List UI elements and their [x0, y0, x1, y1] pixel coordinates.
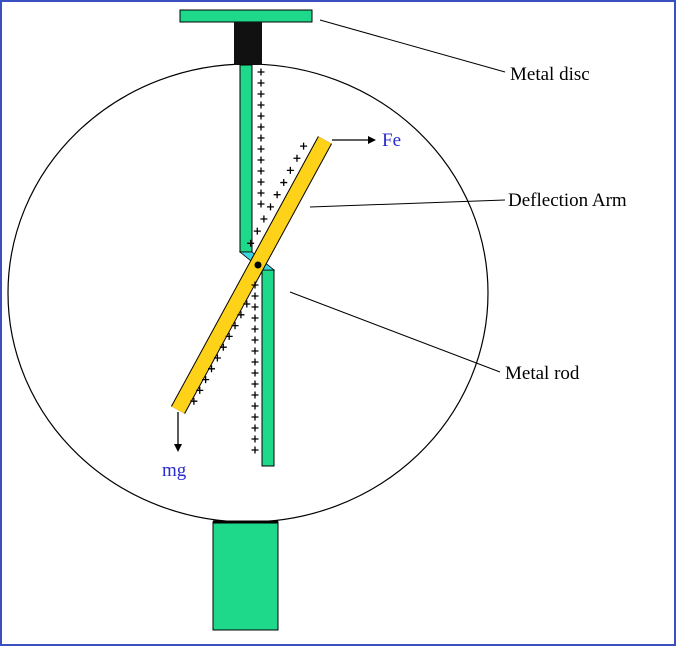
- metal-disc: [179, 9, 313, 23]
- force-label: mg: [162, 460, 187, 481]
- pivot: [254, 261, 262, 269]
- label: Deflection Arm: [508, 190, 627, 211]
- charge: [257, 134, 265, 142]
- charge: [251, 303, 259, 311]
- charge: [257, 200, 265, 208]
- charge: [257, 167, 265, 175]
- mg-arrowhead: [174, 444, 182, 452]
- leader-line: [309, 199, 506, 208]
- charge: [251, 358, 259, 366]
- charge: [213, 354, 221, 362]
- charge: [231, 322, 239, 330]
- charge: [293, 154, 301, 162]
- charge: [251, 369, 259, 377]
- upper-rod: [239, 64, 253, 253]
- charge: [251, 292, 259, 300]
- charge: [257, 189, 265, 197]
- charge: [267, 203, 275, 211]
- charge: [253, 227, 261, 235]
- charge: [219, 343, 227, 351]
- charge: [251, 391, 259, 399]
- charges: [190, 68, 308, 454]
- charge: [225, 332, 233, 340]
- charge: [300, 142, 308, 150]
- charge: [257, 145, 265, 153]
- deflection-arm: [171, 136, 332, 414]
- charge: [237, 311, 245, 319]
- charge: [251, 336, 259, 344]
- charge: [243, 300, 251, 308]
- charge: [251, 325, 259, 333]
- charge: [257, 90, 265, 98]
- stem: [234, 22, 262, 65]
- charge: [257, 156, 265, 164]
- charge: [196, 386, 204, 394]
- charge: [251, 347, 259, 355]
- charge: [251, 446, 259, 454]
- charge: [251, 413, 259, 421]
- label: Metal disc: [510, 64, 590, 85]
- charge: [190, 397, 198, 405]
- force-label: Fe: [382, 130, 401, 151]
- charge: [257, 79, 265, 87]
- charge: [202, 376, 210, 384]
- charge: [273, 191, 281, 199]
- charge: [257, 112, 265, 120]
- lower-rod: [261, 269, 275, 467]
- charge: [257, 123, 265, 131]
- charge: [247, 239, 255, 247]
- base: [212, 521, 279, 631]
- charge: [257, 68, 265, 76]
- label: Metal rod: [505, 363, 580, 384]
- fe-arrowhead: [368, 136, 376, 144]
- charge: [251, 424, 259, 432]
- charge: [251, 380, 259, 388]
- charge: [260, 215, 268, 223]
- charge: [286, 166, 294, 174]
- charge: [257, 178, 265, 186]
- leader-line: [319, 19, 506, 73]
- charge: [280, 179, 288, 187]
- charge: [208, 365, 216, 373]
- charge: [251, 435, 259, 443]
- charge: [257, 101, 265, 109]
- charge: [251, 402, 259, 410]
- charge: [251, 281, 259, 289]
- leader-line: [289, 291, 501, 373]
- charge: [251, 314, 259, 322]
